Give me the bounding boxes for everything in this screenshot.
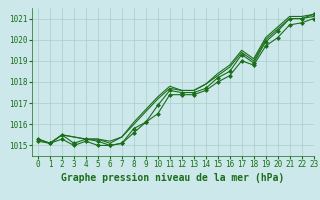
X-axis label: Graphe pression niveau de la mer (hPa): Graphe pression niveau de la mer (hPa) (61, 173, 284, 183)
